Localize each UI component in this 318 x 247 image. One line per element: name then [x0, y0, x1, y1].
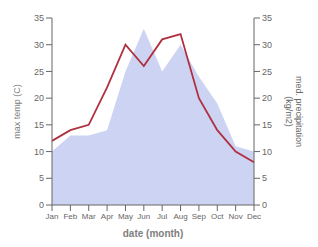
svg-text:10: 10 [34, 147, 44, 157]
svg-text:25: 25 [34, 67, 44, 77]
svg-text:Aug: Aug [173, 212, 187, 221]
svg-text:35: 35 [34, 13, 44, 23]
svg-text:Mar: Mar [82, 212, 96, 221]
svg-text:15: 15 [262, 120, 272, 130]
svg-text:Oct: Oct [211, 212, 224, 221]
svg-text:15: 15 [34, 120, 44, 130]
svg-text:20: 20 [262, 93, 272, 103]
svg-text:date (month): date (month) [123, 228, 184, 239]
svg-text:Jul: Jul [157, 212, 167, 221]
svg-text:5: 5 [39, 173, 44, 183]
svg-text:Nov: Nov [229, 212, 243, 221]
svg-text:med. precipitation(kg/m2): med. precipitation(kg/m2) [284, 76, 305, 147]
svg-text:Jun: Jun [137, 212, 150, 221]
svg-text:Feb: Feb [63, 212, 77, 221]
svg-text:Apr: Apr [101, 212, 114, 221]
svg-text:30: 30 [34, 40, 44, 50]
svg-text:35: 35 [262, 13, 272, 23]
svg-text:0: 0 [39, 200, 44, 210]
svg-text:Dec: Dec [247, 212, 261, 221]
svg-text:May: May [118, 212, 133, 221]
svg-text:20: 20 [34, 93, 44, 103]
svg-text:0: 0 [262, 200, 267, 210]
svg-text:Sep: Sep [192, 212, 207, 221]
svg-text:25: 25 [262, 67, 272, 77]
svg-text:10: 10 [262, 147, 272, 157]
svg-text:Jan: Jan [46, 212, 59, 221]
svg-text:30: 30 [262, 40, 272, 50]
svg-text:5: 5 [262, 173, 267, 183]
svg-text:max temp (C): max temp (C) [12, 84, 22, 139]
